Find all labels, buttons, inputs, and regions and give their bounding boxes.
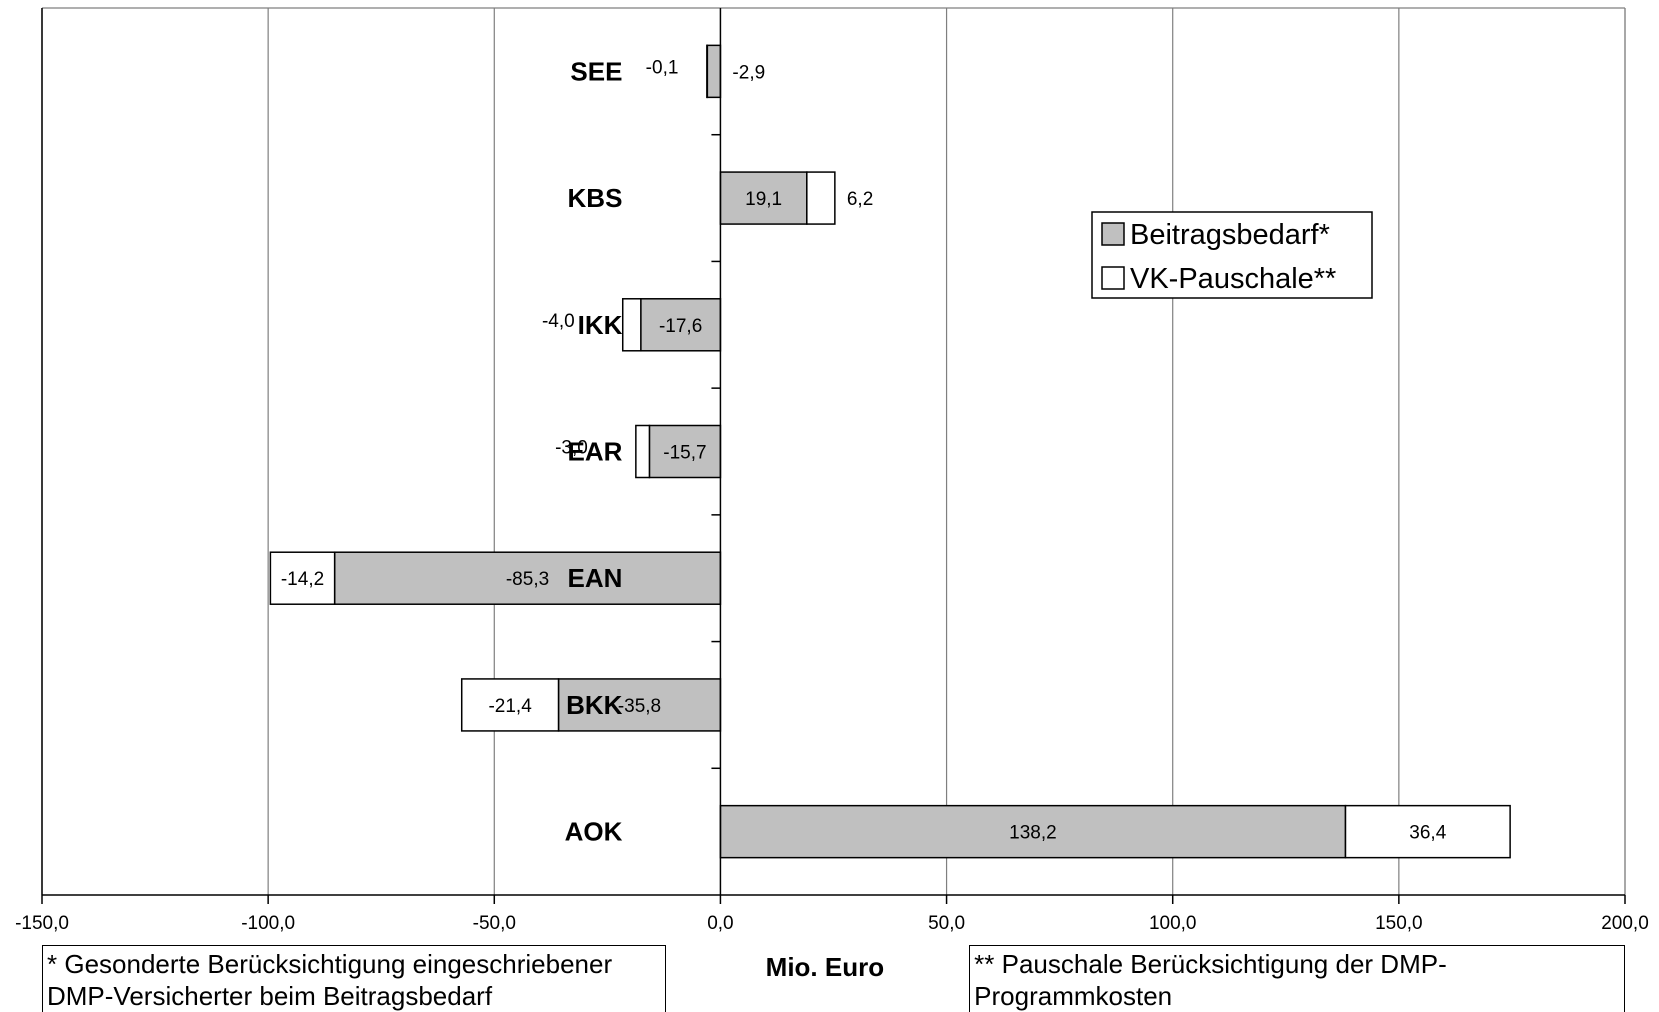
footnote-right-line-1: ** Pauschale Berücksichtigung der DMP- (974, 949, 1447, 979)
data-label-ear-beitragsbedarf: -15,7 (663, 443, 706, 464)
footnote-left-line-2: DMP-Versicherter beim Beitragsbedarf (47, 981, 493, 1011)
category-label-ikk: IKK (578, 310, 623, 340)
data-label-ikk-beitragsbedarf: -17,6 (659, 316, 702, 337)
legend-swatch-vk-pauschale (1101, 266, 1125, 290)
bar-ean-vk-pauschale (269, 551, 336, 605)
footnote-right: ** Pauschale Berücksichtigung der DMP- P… (969, 945, 1625, 1012)
data-label-ean-vk-pauschale: -14,2 (281, 569, 324, 590)
plot-frame (41, 7, 1626, 896)
legend: Beitragsbedarf* VK-Pauschale** (1091, 211, 1373, 299)
bars (269, 44, 1511, 859)
x-axis-label: Mio. Euro (765, 952, 885, 982)
x-tick-label--50: -50,0 (473, 913, 516, 934)
data-labels: -2,9 -0,1 19,1 6,2 -17,6 -4,0 -15,7 -3,0 -85,3 -1… (281, 57, 1447, 843)
bar-bkk-vk-pauschale (460, 678, 560, 732)
footnote-left-line-1: * Gesonderte Berücksichtigung eingeschri… (47, 949, 613, 979)
category-label-kbs: KBS (568, 183, 623, 213)
x-tick-labels: -150,0 -100,0 -50,0 0,0 50,0 100,0 150,0 200,0 (15, 913, 1649, 934)
x-tick-label-50: 50,0 (928, 913, 965, 934)
category-label-ean: EAN (568, 563, 623, 593)
data-label-ear-vk-pauschale: -3,0 (555, 438, 588, 459)
legend-label-vk-pauschale: VK-Pauschale** (1130, 263, 1336, 295)
footnote-left: * Gesonderte Berücksichtigung eingeschri… (42, 945, 667, 1012)
x-tick-label-200: 200,0 (1601, 913, 1649, 934)
category-label-aok: AOK (565, 817, 623, 847)
data-label-aok-vk-pauschale: 36,4 (1409, 823, 1446, 844)
category-labels: SEE KBS IKK EAR EAN BKK AOK (565, 56, 623, 846)
bar-bkk-beitragsbedarf (557, 678, 722, 732)
gridlines (41, 8, 1626, 895)
data-label-bkk-beitragsbedarf: -35,8 (618, 696, 661, 717)
data-label-bkk-vk-pauschale: -21,4 (488, 696, 532, 717)
bar-ikk-vk-pauschale (621, 298, 642, 352)
data-label-kbs-vk-pauschale: 6,2 (847, 189, 873, 210)
bar-ear-beitragsbedarf (648, 424, 722, 479)
x-tick-label-150: 150,0 (1375, 913, 1423, 934)
data-label-ean-beitragsbedarf: -85,3 (506, 569, 549, 590)
bar-see-beitragsbedarf (706, 44, 722, 99)
bar-ear-vk-pauschale (635, 424, 651, 479)
legend-swatch-beitragsbedarf (1101, 222, 1125, 246)
footnote-right-line-2: Programmkosten (974, 981, 1173, 1011)
data-label-aok-beitragsbedarf: 138,2 (1009, 823, 1057, 844)
legend-box (1091, 211, 1373, 299)
ticks (41, 133, 1626, 904)
x-tick-label--100: -100,0 (241, 913, 295, 934)
bar-aok-vk-pauschale (1344, 804, 1511, 859)
data-label-see-vk-pauschale: -0,1 (646, 57, 679, 78)
bar-ikk-beitragsbedarf (640, 298, 722, 352)
category-label-ear: EAR (568, 437, 623, 467)
category-label-see: SEE (570, 56, 622, 86)
bar-kbs-vk-pauschale (806, 171, 836, 225)
legend-label-beitragsbedarf: Beitragsbedarf* (1130, 219, 1330, 251)
x-tick-label-100: 100,0 (1149, 913, 1197, 934)
data-label-ikk-vk-pauschale: -4,0 (542, 311, 575, 332)
x-tick-label-0: 0,0 (707, 913, 733, 934)
x-tick-label--150: -150,0 (15, 913, 69, 934)
data-label-see-beitragsbedarf: -2,9 (732, 62, 765, 83)
data-label-kbs-beitragsbedarf: 19,1 (745, 189, 782, 210)
category-label-bkk: BKK (566, 690, 623, 720)
